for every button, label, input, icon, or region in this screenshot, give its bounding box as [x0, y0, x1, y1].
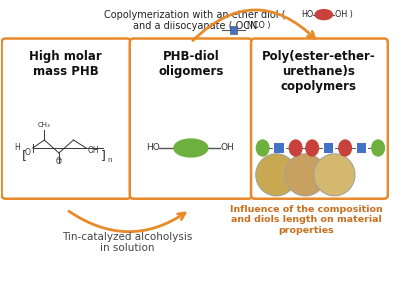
- Text: OH: OH: [221, 143, 235, 153]
- Circle shape: [314, 154, 355, 196]
- Text: NCO ): NCO ): [247, 21, 271, 29]
- Text: ]: ]: [101, 149, 106, 162]
- Ellipse shape: [306, 140, 318, 156]
- Circle shape: [256, 154, 297, 196]
- Circle shape: [315, 155, 354, 195]
- Text: Tin-catalyzed alcoholysis
in solution: Tin-catalyzed alcoholysis in solution: [62, 231, 192, 253]
- Text: Poly(ester-ether-
urethane)s
copolymers: Poly(ester-ether- urethane)s copolymers: [262, 51, 376, 93]
- Text: O: O: [25, 149, 31, 158]
- Ellipse shape: [256, 140, 269, 156]
- FancyBboxPatch shape: [324, 143, 334, 153]
- Text: [: [: [22, 149, 27, 162]
- Text: OH ): OH ): [336, 10, 353, 19]
- Ellipse shape: [372, 140, 384, 156]
- Ellipse shape: [339, 140, 352, 156]
- Circle shape: [285, 154, 326, 196]
- FancyBboxPatch shape: [357, 143, 366, 153]
- Circle shape: [286, 155, 325, 195]
- FancyBboxPatch shape: [251, 38, 388, 199]
- Text: HO: HO: [146, 143, 160, 153]
- Text: OH: OH: [88, 147, 100, 155]
- Text: Influence of the composition
and diols length on material
properties: Influence of the composition and diols l…: [230, 205, 383, 234]
- Text: Copolymerization with an ether diol (: Copolymerization with an ether diol (: [104, 10, 286, 20]
- Text: H: H: [14, 143, 20, 153]
- Text: High molar
mass PHB: High molar mass PHB: [29, 51, 102, 78]
- FancyBboxPatch shape: [130, 38, 252, 199]
- Circle shape: [257, 155, 296, 195]
- Ellipse shape: [174, 139, 208, 157]
- FancyBboxPatch shape: [274, 143, 284, 153]
- Text: n: n: [108, 157, 112, 163]
- Text: HO: HO: [302, 10, 314, 19]
- Text: CH₃: CH₃: [38, 122, 51, 128]
- Text: and a diisocyanate ( OCN: and a diisocyanate ( OCN: [132, 21, 257, 31]
- Ellipse shape: [289, 140, 302, 156]
- FancyBboxPatch shape: [2, 38, 131, 199]
- Text: O: O: [56, 157, 62, 166]
- FancyBboxPatch shape: [230, 25, 238, 34]
- Text: PHB-diol
oligomers: PHB-diol oligomers: [158, 51, 224, 78]
- Ellipse shape: [315, 10, 332, 20]
